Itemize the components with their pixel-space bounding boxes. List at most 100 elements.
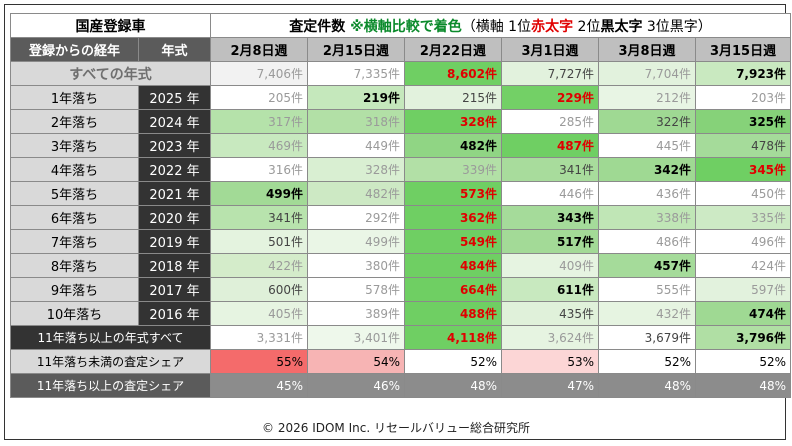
table-row: 3年落ち 2023 年 469件 449件 482件 487件 445件 478件 bbox=[10, 133, 792, 158]
title-rank-note-c: 3位黒字） bbox=[642, 18, 712, 35]
age-label: 2年落ち bbox=[10, 109, 139, 134]
table-row: 4年落ち 2022 年 316件 328件 339件 341件 342件 345件 bbox=[10, 157, 792, 182]
count-cell: 380件 bbox=[307, 253, 405, 278]
count-cell: 325件 bbox=[694, 109, 792, 134]
model-year-label: 2019 年 bbox=[138, 229, 211, 254]
count-cell: 322件 bbox=[598, 109, 696, 134]
count-cell: 446件 bbox=[501, 181, 599, 206]
count-cell: 389件 bbox=[307, 301, 405, 326]
count-cell: 432件 bbox=[598, 301, 696, 326]
count-cell: 362件 bbox=[404, 205, 502, 230]
count-cell: 229件 bbox=[501, 85, 599, 110]
all-years-label: すべての年式 bbox=[10, 61, 211, 86]
count-cell: 496件 bbox=[694, 229, 792, 254]
share-cell: 48% bbox=[404, 373, 502, 398]
category-title: 国産登録車 bbox=[10, 13, 211, 38]
age-label: 1年落ち bbox=[10, 85, 139, 110]
title-rank-bold: 黒太字 bbox=[600, 18, 643, 35]
count-cell: 573件 bbox=[404, 181, 502, 206]
count-cell: 457件 bbox=[598, 253, 696, 278]
count-cell: 3,624件 bbox=[501, 325, 599, 350]
week-column-header: 2月22日週 bbox=[404, 37, 502, 62]
count-cell: 7,335件 bbox=[307, 61, 405, 86]
model-year-label: 2017 年 bbox=[138, 277, 211, 302]
count-cell: 341件 bbox=[210, 205, 308, 230]
count-cell: 436件 bbox=[598, 181, 696, 206]
age-label: 4年落ち bbox=[10, 157, 139, 182]
count-cell: 482件 bbox=[307, 181, 405, 206]
table-frame: 国産登録車 査定件数 ※横軸比較で着色（横軸 1位赤太字 2位黒太字 3位黒字）… bbox=[4, 4, 792, 440]
table-row: 7年落ち 2019 年 501件 499件 549件 517件 486件 496件 bbox=[10, 229, 792, 254]
count-cell: 555件 bbox=[598, 277, 696, 302]
count-cell: 499件 bbox=[307, 229, 405, 254]
age-label: 8年落ち bbox=[10, 253, 139, 278]
count-cell: 317件 bbox=[210, 109, 308, 134]
title-rank-red: 赤太字 bbox=[531, 18, 574, 35]
age-label: 6年落ち bbox=[10, 205, 139, 230]
count-cell: 474件 bbox=[694, 301, 792, 326]
count-cell: 4,118件 bbox=[404, 325, 502, 350]
count-cell: 215件 bbox=[404, 85, 502, 110]
count-cell: 409件 bbox=[501, 253, 599, 278]
share-cell: 52% bbox=[598, 349, 696, 374]
count-cell: 285件 bbox=[501, 109, 599, 134]
model-year-label: 2025 年 bbox=[138, 85, 211, 110]
count-cell: 422件 bbox=[210, 253, 308, 278]
share-cell: 52% bbox=[404, 349, 502, 374]
age-label: 7年落ち bbox=[10, 229, 139, 254]
count-cell: 328件 bbox=[307, 157, 405, 182]
count-cell: 3,331件 bbox=[210, 325, 308, 350]
share-under-label: 11年落ち未満の査定シェア bbox=[10, 349, 211, 374]
count-cell: 445件 bbox=[598, 133, 696, 158]
table-row: 2年落ち 2024 年 317件 318件 328件 285件 322件 325件 bbox=[10, 109, 792, 134]
model-year-label: 2018 年 bbox=[138, 253, 211, 278]
count-cell: 212件 bbox=[598, 85, 696, 110]
count-cell: 450件 bbox=[694, 181, 792, 206]
count-cell: 316件 bbox=[210, 157, 308, 182]
share-cell: 54% bbox=[307, 349, 405, 374]
title-main: 査定件数 bbox=[289, 18, 346, 35]
age-column-header: 登録からの経年 bbox=[10, 37, 139, 62]
year-column-header: 年式 bbox=[138, 37, 211, 62]
table-row: 11年落ち以上の査定シェア 45% 46% 48% 47% 48% 48% bbox=[10, 373, 792, 398]
table-row: 10年落ち 2016 年 405件 389件 488件 435件 432件 474件 bbox=[10, 301, 792, 326]
table-row: すべての年式 7,406件 7,335件 8,602件 7,727件 7,704件 7,92… bbox=[10, 61, 792, 86]
share-cell: 48% bbox=[598, 373, 696, 398]
share-cell: 48% bbox=[694, 373, 792, 398]
count-cell: 3,401件 bbox=[307, 325, 405, 350]
count-cell: 3,679件 bbox=[598, 325, 696, 350]
week-column-header: 3月8日週 bbox=[598, 37, 696, 62]
count-cell: 488件 bbox=[404, 301, 502, 326]
count-cell: 219件 bbox=[307, 85, 405, 110]
model-year-label: 2020 年 bbox=[138, 205, 211, 230]
share-cell: 45% bbox=[210, 373, 308, 398]
age-label: 9年落ち bbox=[10, 277, 139, 302]
model-year-label: 2022 年 bbox=[138, 157, 211, 182]
share-cell: 53% bbox=[501, 349, 599, 374]
appraisal-count-table: 国産登録車 査定件数 ※横軸比較で着色（横軸 1位赤太字 2位黒太字 3位黒字）… bbox=[10, 13, 792, 398]
count-cell: 405件 bbox=[210, 301, 308, 326]
count-cell: 449件 bbox=[307, 133, 405, 158]
count-cell: 343件 bbox=[501, 205, 599, 230]
count-cell: 341件 bbox=[501, 157, 599, 182]
count-cell: 424件 bbox=[694, 253, 792, 278]
count-cell: 3,796件 bbox=[694, 325, 792, 350]
copyright-footer: © 2026 IDOM Inc. リセールバリュー総合研究所 bbox=[262, 421, 530, 435]
count-cell: 484件 bbox=[404, 253, 502, 278]
count-cell: 335件 bbox=[694, 205, 792, 230]
count-cell: 318件 bbox=[307, 109, 405, 134]
count-cell: 435件 bbox=[501, 301, 599, 326]
count-cell: 339件 bbox=[404, 157, 502, 182]
title-rank-note-b: 2位 bbox=[573, 18, 601, 35]
count-cell: 597件 bbox=[694, 277, 792, 302]
count-cell: 486件 bbox=[598, 229, 696, 254]
share-cell: 52% bbox=[694, 349, 792, 374]
count-cell: 611件 bbox=[501, 277, 599, 302]
count-cell: 469件 bbox=[210, 133, 308, 158]
share-cell: 55% bbox=[210, 349, 308, 374]
count-cell: 478件 bbox=[694, 133, 792, 158]
table-row: 6年落ち 2020 年 341件 292件 362件 343件 338件 335件 bbox=[10, 205, 792, 230]
table-row: 8年落ち 2018 年 422件 380件 484件 409件 457件 424件 bbox=[10, 253, 792, 278]
count-cell: 499件 bbox=[210, 181, 308, 206]
table-row: 5年落ち 2021 年 499件 482件 573件 446件 436件 450件 bbox=[10, 181, 792, 206]
